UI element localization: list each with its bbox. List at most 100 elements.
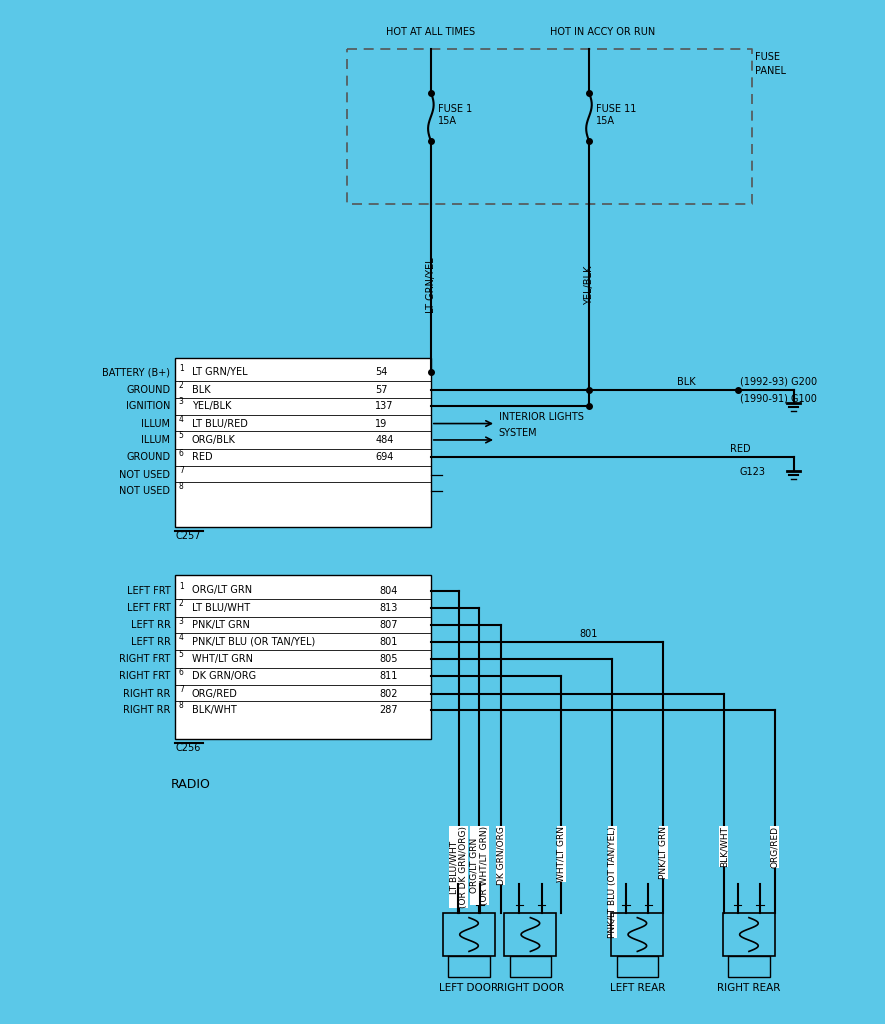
Bar (443, 912, 495, 956)
Text: ILLUM: ILLUM (142, 435, 171, 445)
Text: LEFT DOOR: LEFT DOOR (440, 983, 498, 993)
Text: PANEL: PANEL (755, 66, 786, 76)
Text: LEFT FRT: LEFT FRT (127, 586, 171, 596)
Text: ORG/RED: ORG/RED (771, 826, 780, 868)
Text: RIGHT REAR: RIGHT REAR (717, 983, 781, 993)
Text: C256: C256 (175, 743, 201, 753)
Text: 6: 6 (179, 449, 184, 458)
Text: 801: 801 (580, 629, 598, 639)
Text: LT BLU/RED: LT BLU/RED (192, 419, 248, 429)
Bar (175, 358, 431, 526)
Text: RED: RED (192, 453, 212, 462)
Text: RIGHT RR: RIGHT RR (123, 706, 171, 715)
Text: NOT USED: NOT USED (119, 486, 171, 496)
Text: 805: 805 (380, 654, 398, 664)
Text: NOT USED: NOT USED (119, 470, 171, 479)
Text: 1: 1 (179, 582, 183, 591)
Text: 137: 137 (375, 401, 394, 412)
Text: GROUND: GROUND (127, 453, 171, 462)
Bar (728, 956, 770, 978)
Text: 6: 6 (179, 668, 184, 677)
Text: LT GRN/YEL: LT GRN/YEL (426, 258, 436, 313)
Text: BLK: BLK (192, 385, 211, 395)
Text: ORG/RED: ORG/RED (192, 689, 238, 698)
Text: 3: 3 (179, 616, 184, 626)
Text: DK GRN/ORG: DK GRN/ORG (192, 672, 256, 681)
Text: 2: 2 (179, 599, 183, 608)
Text: (1990-91) G100: (1990-91) G100 (740, 393, 817, 403)
Text: C257: C257 (175, 530, 201, 541)
Text: RIGHT FRT: RIGHT FRT (119, 672, 171, 681)
Text: 5: 5 (179, 431, 184, 440)
Text: RIGHT FRT: RIGHT FRT (119, 654, 171, 664)
Text: 804: 804 (380, 586, 398, 596)
Text: FUSE 11
15A: FUSE 11 15A (596, 104, 637, 126)
Text: WHT/LT GRN: WHT/LT GRN (557, 826, 566, 882)
Text: RED: RED (730, 444, 751, 455)
Text: 811: 811 (380, 672, 398, 681)
Text: GROUND: GROUND (127, 385, 171, 395)
Text: HOT IN ACCY OR RUN: HOT IN ACCY OR RUN (550, 27, 656, 37)
Text: HOT AT ALL TIMES: HOT AT ALL TIMES (387, 27, 475, 37)
Text: LEFT FRT: LEFT FRT (127, 603, 171, 613)
Text: 57: 57 (375, 385, 388, 395)
Text: (1992-93) G200: (1992-93) G200 (740, 377, 817, 387)
Bar (175, 575, 431, 739)
Text: ORG/LT GRN
(OR WHT/LT GRN): ORG/LT GRN (OR WHT/LT GRN) (470, 826, 489, 905)
Text: INTERIOR LIGHTS: INTERIOR LIGHTS (499, 412, 583, 422)
Bar (723, 912, 775, 956)
Text: LEFT RR: LEFT RR (131, 637, 171, 646)
Text: RADIO: RADIO (171, 777, 211, 791)
Text: IGNITION: IGNITION (126, 401, 171, 412)
Bar (510, 956, 551, 978)
Text: BLK/WHT: BLK/WHT (192, 706, 236, 715)
Text: 802: 802 (380, 689, 398, 698)
Text: 8: 8 (179, 701, 183, 711)
Bar (504, 912, 557, 956)
Text: ORG/BLK: ORG/BLK (192, 435, 235, 445)
Text: YEL/BLK: YEL/BLK (192, 401, 231, 412)
Text: 8: 8 (179, 482, 183, 492)
Text: 2: 2 (179, 381, 183, 390)
Bar (448, 956, 489, 978)
Text: FUSE 1
15A: FUSE 1 15A (438, 104, 473, 126)
Text: LEFT REAR: LEFT REAR (610, 983, 665, 993)
Text: YEL/BLK: YEL/BLK (584, 266, 594, 305)
Text: BLK/WHT: BLK/WHT (720, 826, 728, 867)
Text: RIGHT DOOR: RIGHT DOOR (496, 983, 564, 993)
Text: LT BLU/WHT
(OR DK GRN/ORG): LT BLU/WHT (OR DK GRN/ORG) (449, 826, 468, 908)
Text: 1: 1 (179, 364, 183, 373)
Text: 54: 54 (375, 368, 388, 378)
Text: SYSTEM: SYSTEM (499, 428, 537, 438)
Text: 3: 3 (179, 397, 184, 407)
Text: PNK/LT GRN: PNK/LT GRN (658, 826, 668, 879)
Text: 4: 4 (179, 415, 184, 424)
Text: LT BLU/WHT: LT BLU/WHT (192, 603, 250, 613)
Text: 5: 5 (179, 650, 184, 659)
Text: 7: 7 (179, 466, 184, 475)
Text: 287: 287 (380, 706, 398, 715)
Text: 807: 807 (380, 621, 398, 630)
Text: BATTERY (B+): BATTERY (B+) (103, 368, 171, 378)
Text: 484: 484 (375, 435, 394, 445)
Text: WHT/LT GRN: WHT/LT GRN (192, 654, 253, 664)
Text: BLK: BLK (677, 377, 696, 387)
Text: PNK/LT BLU (OR TAN/YEL): PNK/LT BLU (OR TAN/YEL) (192, 637, 315, 646)
Text: ORG/LT GRN: ORG/LT GRN (192, 586, 252, 596)
Text: 7: 7 (179, 685, 184, 694)
Bar (617, 956, 658, 978)
Text: 694: 694 (375, 453, 394, 462)
Text: ILLUM: ILLUM (142, 419, 171, 429)
Text: 4: 4 (179, 633, 184, 642)
Text: PNK/LT BLU (OT TAN/YEL): PNK/LT BLU (OT TAN/YEL) (608, 826, 617, 938)
Text: 801: 801 (380, 637, 398, 646)
Text: 813: 813 (380, 603, 398, 613)
Text: PNK/LT GRN: PNK/LT GRN (192, 621, 250, 630)
Text: LEFT RR: LEFT RR (131, 621, 171, 630)
Text: FUSE: FUSE (755, 52, 780, 62)
Text: RIGHT RR: RIGHT RR (123, 689, 171, 698)
Text: G123: G123 (740, 467, 766, 477)
Text: 19: 19 (375, 419, 388, 429)
Text: LT GRN/YEL: LT GRN/YEL (192, 368, 248, 378)
Text: DK GRN/ORG: DK GRN/ORG (496, 826, 505, 885)
